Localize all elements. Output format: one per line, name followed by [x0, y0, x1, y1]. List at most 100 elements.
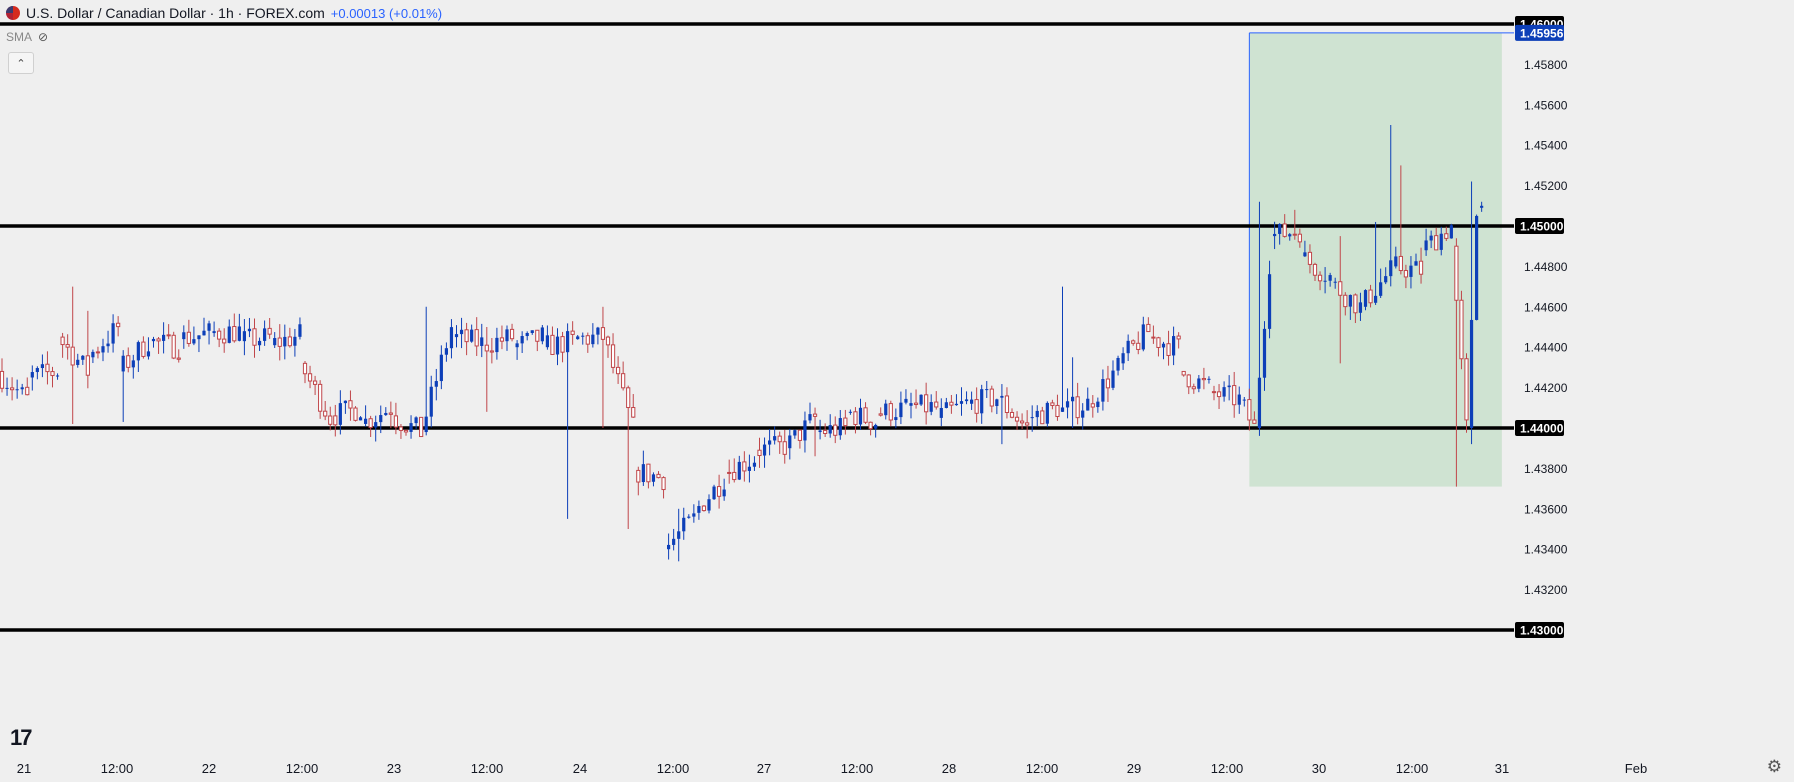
x-tick-label: 29 [1127, 761, 1141, 776]
candle-up [247, 328, 252, 332]
candle-up [227, 326, 231, 343]
candle-up [192, 339, 196, 344]
candle-up [1480, 205, 1484, 208]
symbol-title[interactable]: U.S. Dollar / Canadian Dollar · 1h · FOR… [26, 5, 325, 21]
candle-down [550, 334, 555, 355]
candle-down [25, 386, 30, 396]
candle-down [1292, 233, 1297, 236]
candle-up [1197, 378, 1201, 389]
candle-up [828, 425, 832, 434]
candle-up [1328, 275, 1332, 281]
time-axis-background [0, 754, 1794, 782]
candle-down [1004, 395, 1010, 414]
tradingview-logo-icon[interactable]: 17 [10, 725, 33, 750]
candle-up [444, 348, 448, 355]
eye-crossed-icon[interactable]: ⊘ [38, 30, 49, 44]
indicator-row[interactable]: SMA ⊘ [6, 30, 48, 44]
candle-down [782, 441, 787, 455]
candle-up [1030, 417, 1034, 419]
candle-up [111, 323, 115, 344]
candle-up [374, 422, 378, 428]
candle-up [1126, 340, 1130, 354]
candle-up [540, 327, 544, 342]
candle-up [454, 334, 459, 338]
candle-up [692, 513, 696, 517]
candle-up [1141, 324, 1145, 350]
candles [0, 125, 1484, 562]
candle-down [631, 407, 636, 418]
candle-down [509, 328, 515, 340]
candle-up [1273, 233, 1277, 237]
candle-down [126, 355, 131, 368]
candle-up [101, 346, 105, 353]
candle-up [1035, 410, 1039, 418]
candle-down [1216, 391, 1222, 398]
candle-down [95, 351, 101, 354]
x-tick-label: 12:00 [471, 761, 504, 776]
candle-down [368, 418, 373, 428]
candle-down [403, 429, 409, 433]
candle-down [1247, 399, 1252, 421]
candle-up [530, 330, 534, 334]
candle-up [1348, 294, 1352, 307]
candle-down [10, 387, 15, 391]
candle-down [1176, 335, 1181, 340]
candle-up [581, 335, 585, 337]
candle-up [687, 516, 691, 518]
level-price-tag [1515, 420, 1564, 436]
candle-down [636, 469, 641, 483]
x-tick-label: 24 [573, 761, 587, 776]
candle-down [45, 363, 50, 373]
candle-up [1323, 280, 1327, 282]
candle-up [1237, 394, 1241, 405]
candle-up [1116, 357, 1120, 371]
candle-up [1429, 235, 1433, 241]
candle-up [76, 359, 80, 365]
candle-down [1075, 396, 1080, 419]
candle-up [121, 355, 125, 372]
sma-label[interactable]: SMA [6, 30, 33, 44]
candle-up [429, 386, 433, 417]
candle-up [576, 336, 580, 340]
x-tick-label: 12:00 [1396, 761, 1429, 776]
candle-up [20, 387, 24, 390]
candle-down [1040, 410, 1045, 425]
candle-up [788, 435, 792, 449]
chevron-up-icon[interactable]: ⌃ [8, 52, 34, 74]
candle-up [1358, 302, 1363, 313]
candle-up [379, 415, 383, 423]
candle-down [307, 373, 313, 382]
candle-up [106, 343, 110, 347]
candle-down [742, 461, 747, 472]
candle-down [222, 338, 227, 344]
candle-up [1409, 265, 1413, 277]
level-price-label: 1.43000 [1520, 624, 1564, 638]
gear-icon[interactable]: ⚙ [1766, 757, 1782, 776]
candle-down [656, 473, 661, 479]
candle-down [217, 330, 222, 340]
candle-up [970, 399, 974, 404]
candle-up [263, 328, 267, 341]
candle-down [1338, 281, 1343, 296]
candle-down [419, 416, 424, 438]
candle-down [1020, 420, 1025, 424]
candle-up [343, 400, 347, 404]
level-price-label: 1.44000 [1520, 422, 1564, 436]
current-price-tag [1515, 24, 1564, 41]
candle-up [470, 329, 474, 342]
candle-down [1201, 377, 1207, 381]
x-tick-label: 12:00 [286, 761, 319, 776]
candle-down [570, 330, 575, 335]
candle-up [91, 351, 95, 358]
candle-up [874, 424, 878, 429]
candle-up [480, 337, 484, 346]
candle-down [585, 335, 590, 345]
candle-up [414, 417, 418, 424]
candle-up [1172, 336, 1176, 356]
candle-up [1227, 385, 1231, 388]
candle-up [525, 333, 529, 337]
candle-down [1232, 385, 1237, 406]
candle-up [964, 399, 969, 402]
price-axis: 1.45800 1.45600 1.45400 1.45200 1.44800 1.446… [1514, 0, 1794, 754]
